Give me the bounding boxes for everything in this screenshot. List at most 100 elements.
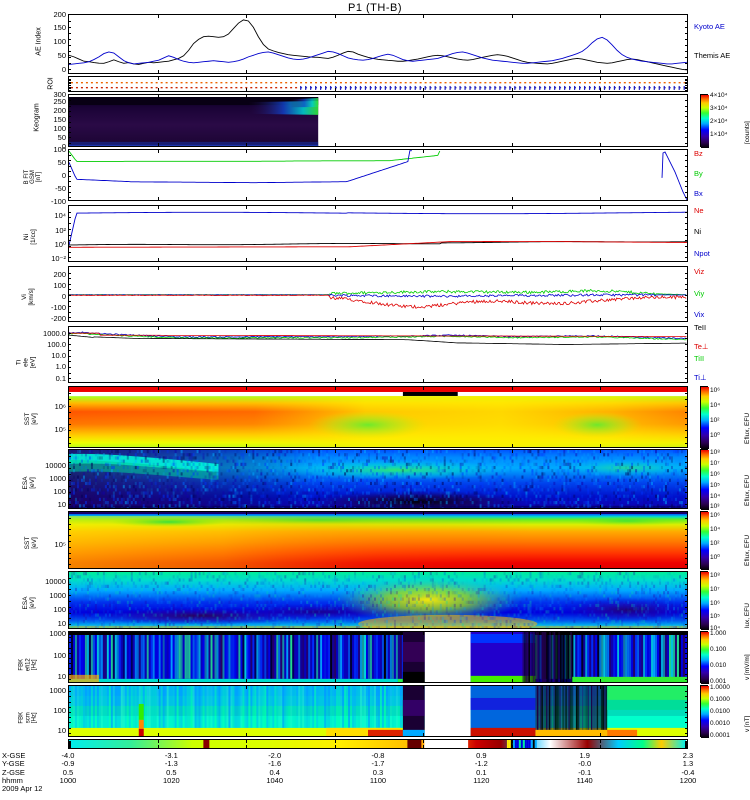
axis-tick xyxy=(69,658,71,659)
axis-tick xyxy=(511,88,513,91)
keogram-ytick: 50 xyxy=(57,133,66,142)
axis-tick xyxy=(69,69,71,70)
axis-tick xyxy=(69,637,71,639)
axis-tick xyxy=(685,399,687,401)
legend-ne: Ne xyxy=(694,206,704,215)
axis-tick xyxy=(685,110,687,112)
axis-tick xyxy=(69,126,71,128)
axis-tick xyxy=(69,251,71,253)
axis-tick xyxy=(69,283,71,285)
sst-electron-spectrogram xyxy=(69,387,687,447)
panel-fbk-scm xyxy=(68,685,688,737)
axis-tick xyxy=(685,517,687,519)
axis-tick xyxy=(334,572,336,575)
legend-bx: Bx xyxy=(694,189,703,198)
axis-tick xyxy=(334,327,336,330)
x-axis-row-label: Z-GSE xyxy=(2,767,25,777)
esa-i-ytick: 10 xyxy=(57,619,66,628)
axis-tick xyxy=(69,743,71,744)
axis-tick xyxy=(600,379,602,382)
axis-tick xyxy=(600,150,602,153)
ni-ytick: 10² xyxy=(55,226,66,235)
axis-tick xyxy=(69,706,71,708)
axis-tick xyxy=(685,51,687,52)
axis-tick xyxy=(69,504,71,505)
axis-tick xyxy=(69,21,71,22)
legend-kyoto-ae: Kyoto AE xyxy=(694,22,725,31)
axis-tick xyxy=(246,632,248,635)
axis-tick xyxy=(423,505,425,508)
axis-tick xyxy=(685,743,687,744)
axis-tick xyxy=(600,632,602,635)
axis-tick xyxy=(685,91,687,92)
sst-i-ytick: 10⁵ xyxy=(54,540,66,549)
axis-tick xyxy=(334,686,336,689)
orbit-strip xyxy=(69,740,687,748)
axis-tick xyxy=(685,442,687,444)
axis-tick xyxy=(334,679,336,682)
esa-e-ytick: 1000 xyxy=(49,474,66,483)
esa-i-cb-tick: 10⁷ xyxy=(710,586,720,593)
axis-tick xyxy=(685,529,687,531)
fbk1-ytick: 1000 xyxy=(49,629,66,638)
fbk2-cb-tick: 0.0100 xyxy=(710,708,730,715)
esa-electron-colorbar xyxy=(700,449,709,510)
x-axis-tick-value: -0.1 xyxy=(578,767,592,777)
vi-ytick: 200 xyxy=(53,270,66,279)
axis-tick xyxy=(69,186,71,188)
axis-tick xyxy=(69,601,71,602)
axis-tick xyxy=(246,450,248,453)
axis-tick xyxy=(511,450,513,453)
x-axis-tick-value: -0.9 xyxy=(61,759,75,769)
axis-tick xyxy=(511,740,513,743)
panel-sst-ion xyxy=(68,511,688,569)
axis-tick xyxy=(246,150,248,153)
x-axis-tick-value: 1020 xyxy=(162,775,180,785)
bfit-ytick: 100 xyxy=(53,145,66,154)
ti-ytick: 1.0 xyxy=(55,362,66,371)
x-axis-tick-value: 1140 xyxy=(576,775,593,785)
axis-tick xyxy=(511,625,513,628)
axis-tick xyxy=(685,564,687,566)
sst-i-cb-tick: 10⁰ xyxy=(710,554,720,561)
fbk1-cb-tick: 1.000 xyxy=(710,630,727,637)
axis-tick xyxy=(685,468,687,469)
esa-i-cb-title: lux, EFU xyxy=(744,603,750,628)
axis-tick xyxy=(685,552,687,554)
axis-tick xyxy=(685,492,687,493)
legend-vix: Vix xyxy=(694,310,705,319)
axis-tick xyxy=(246,379,248,382)
axis-tick xyxy=(685,88,687,90)
axis-tick xyxy=(685,668,687,670)
axis-tick xyxy=(685,86,687,88)
x-axis-tick-value: -0.0 xyxy=(578,759,592,769)
axis-tick xyxy=(246,143,248,146)
esa-ion-spectrogram xyxy=(69,572,687,628)
axis-tick xyxy=(685,606,687,608)
legend-viy: Viy xyxy=(694,289,705,298)
axis-tick xyxy=(157,450,159,453)
axis-tick xyxy=(685,306,687,308)
axis-tick xyxy=(69,217,71,219)
axis-tick xyxy=(69,338,71,340)
axis-tick xyxy=(69,492,71,493)
axis-tick xyxy=(600,197,602,200)
axis-tick xyxy=(685,595,687,597)
axis-tick xyxy=(423,318,425,321)
sst-i-cb-title: Eflux, EFU xyxy=(744,534,750,566)
fbk1-cb-tick: 0.010 xyxy=(710,662,727,669)
axis-tick xyxy=(511,745,513,748)
axis-tick xyxy=(685,717,687,719)
axis-tick xyxy=(69,100,71,102)
axis-tick xyxy=(69,80,71,82)
x-axis-tick-value: 1120 xyxy=(473,775,490,785)
axis-tick xyxy=(685,405,687,407)
axis-tick xyxy=(685,712,687,713)
x-axis-row-label: X-GSE xyxy=(2,751,26,760)
axis-tick xyxy=(685,191,687,193)
axis-tick xyxy=(69,63,71,64)
sst-e-cb-tick: 10⁴ xyxy=(710,402,721,409)
axis-tick xyxy=(69,81,71,83)
axis-tick xyxy=(69,57,71,58)
axis-tick xyxy=(69,486,71,487)
